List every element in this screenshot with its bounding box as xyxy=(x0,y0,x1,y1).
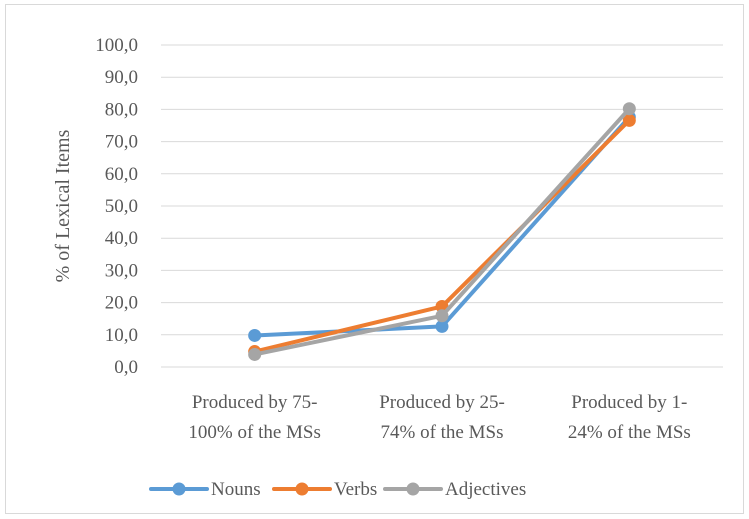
legend-item: Nouns xyxy=(149,479,261,500)
data-point xyxy=(248,328,262,342)
y-tick-label: 30,0 xyxy=(105,260,138,281)
legend: Nouns Verbs Adjectives xyxy=(149,479,526,500)
series-lines xyxy=(248,102,636,361)
legend-item: Verbs xyxy=(272,479,377,500)
legend-swatch-marker xyxy=(295,482,309,496)
y-tick-label: 40,0 xyxy=(105,228,138,249)
y-axis-ticks: 0,0 10,0 20,0 30,0 40,0 50,0 60,0 70,0 80,0 90,0 1… xyxy=(95,35,138,378)
x-tick-label: 24% of the MSs xyxy=(568,422,691,443)
legend-label: Adjectives xyxy=(445,479,526,500)
data-point xyxy=(622,102,636,116)
x-tick-label: 74% of the MSs xyxy=(381,422,504,443)
series-adjectives xyxy=(248,102,636,361)
legend-label: Nouns xyxy=(211,479,261,500)
data-point xyxy=(435,319,449,333)
legend-swatch-marker xyxy=(172,482,186,496)
y-tick-label: 90,0 xyxy=(105,67,138,88)
legend-swatch-marker xyxy=(406,482,420,496)
x-tick-label: Produced by 1- xyxy=(571,392,687,413)
x-tick-label: Produced by 75- xyxy=(192,392,318,413)
y-tick-label: 10,0 xyxy=(105,325,138,346)
y-tick-label: 0,0 xyxy=(114,357,138,378)
y-tick-label: 100,0 xyxy=(95,35,138,56)
x-tick-label: Produced by 25- xyxy=(379,392,505,413)
y-tick-label: 70,0 xyxy=(105,132,138,153)
y-tick-label: 50,0 xyxy=(105,196,138,217)
legend-label: Verbs xyxy=(334,479,377,500)
series-verbs xyxy=(248,113,636,359)
x-axis-ticks: Produced by 75- 100% of the MSs Produced b… xyxy=(188,392,690,443)
y-tick-label: 20,0 xyxy=(105,293,138,314)
x-tick-label: 100% of the MSs xyxy=(188,422,320,443)
data-point xyxy=(248,347,262,361)
chart-area xyxy=(5,4,744,514)
y-tick-label: 80,0 xyxy=(105,99,138,120)
data-point xyxy=(435,309,449,323)
y-axis-title: % of Lexical Items xyxy=(52,129,74,282)
y-tick-label: 60,0 xyxy=(105,164,138,185)
legend-item: Adjectives xyxy=(383,479,526,500)
data-point xyxy=(622,113,636,127)
